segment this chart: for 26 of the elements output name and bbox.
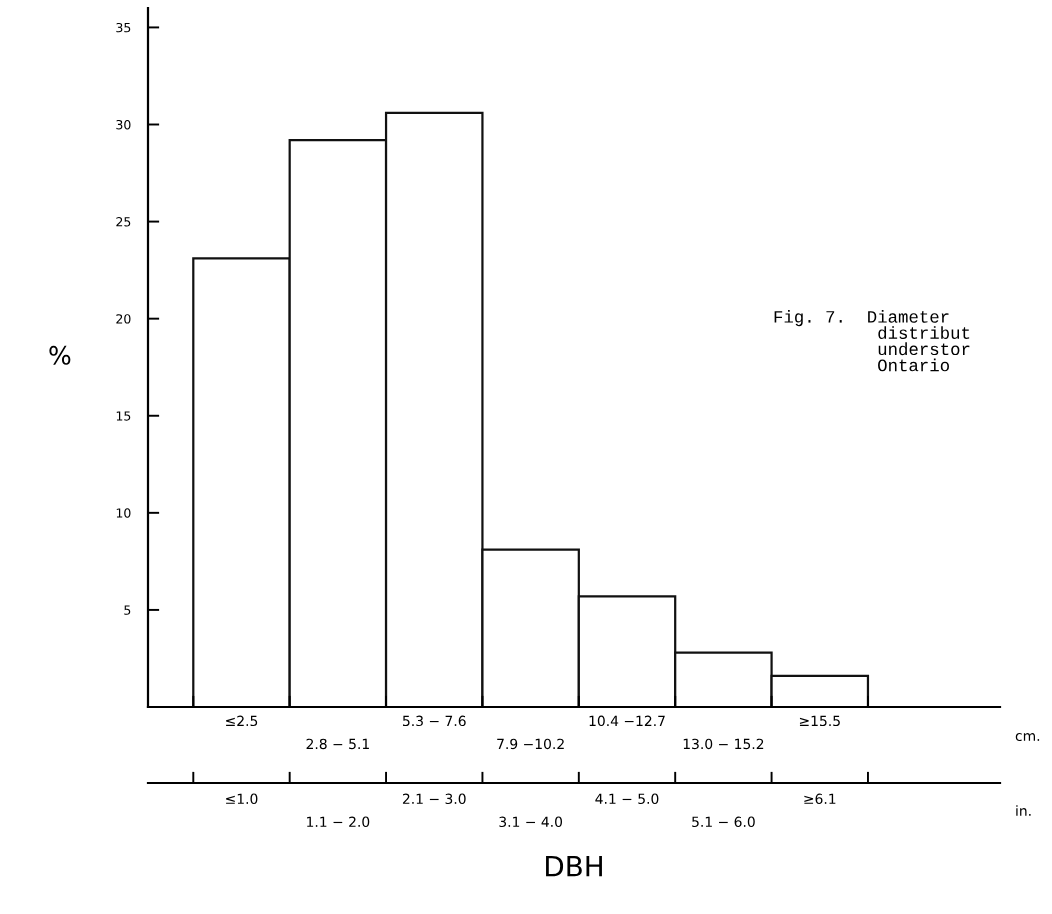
text: ≤1.0 — [226, 793, 258, 805]
y-tick-label: 35 — [116, 22, 131, 33]
annotation: Fig. 7. Diameter distribut understor Ontario — [774, 310, 970, 372]
text: 2.1 − 3.0 — [402, 793, 466, 805]
y-tick-label: 15 — [116, 411, 131, 421]
y-tick-label: 30 — [116, 119, 131, 130]
x-axis-title: DBH — [546, 856, 602, 877]
y-tick-label: 25 — [116, 217, 131, 227]
x-tick-label: ≤2.5 — [226, 715, 258, 727]
x-tick-label: 7.9 −10.2 — [497, 738, 564, 750]
y-axis-title: % — [49, 345, 71, 365]
x-tick-label: 10.4 −12.7 — [589, 715, 665, 727]
y-tick-label: 5 — [124, 605, 131, 615]
x-tick-label: 2.8 − 5.1 — [306, 738, 369, 750]
x-tick-label: ≥15.5 — [799, 715, 840, 727]
text: 5.1 − 6.0 — [692, 816, 755, 828]
text: 4.1 − 5.0 — [595, 793, 659, 805]
text: ≥6.1 — [804, 793, 836, 805]
x-tick-label: 5.3 − 7.6 — [403, 715, 466, 727]
text: 3.1 − 4.0 — [499, 816, 563, 828]
y-tick-label: 20 — [116, 314, 131, 324]
text: in. — [1016, 805, 1031, 816]
text: cm. — [1015, 733, 1040, 742]
text: 1.1 − 2.0 — [307, 816, 370, 828]
y-tick-label: 10 — [116, 508, 131, 518]
x-tick-label: 13.0 − 15.2 — [683, 738, 764, 750]
